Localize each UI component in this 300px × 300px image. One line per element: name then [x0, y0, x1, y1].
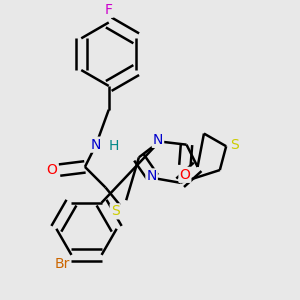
- Text: H: H: [108, 139, 119, 153]
- Text: N: N: [91, 138, 101, 152]
- Text: O: O: [179, 168, 191, 182]
- Text: S: S: [111, 204, 119, 218]
- Text: N: N: [153, 133, 163, 147]
- Text: F: F: [105, 3, 113, 17]
- Text: O: O: [46, 163, 57, 177]
- Text: S: S: [230, 138, 239, 152]
- Text: Br: Br: [54, 257, 70, 272]
- Text: N: N: [146, 169, 157, 183]
